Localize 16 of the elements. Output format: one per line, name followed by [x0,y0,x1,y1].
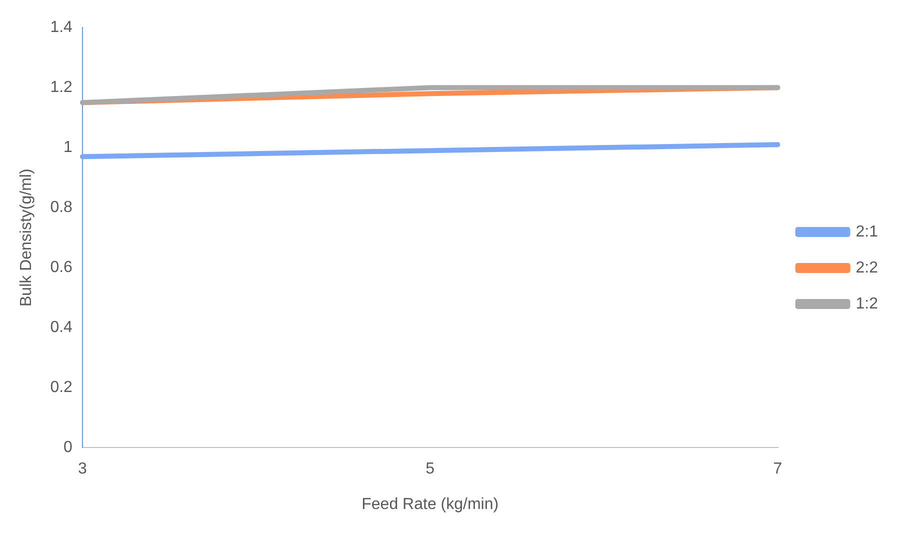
legend-label: 1:2 [856,295,878,312]
x-axis-title: Feed Rate (kg/min) [362,496,499,513]
x-tick-label: 7 [773,460,782,478]
y-tick-label: 0.2 [50,379,73,396]
y-axis-title: Bulk Densisty(g/ml) [18,168,36,307]
legend-label: 2:1 [856,223,878,240]
legend-label: 2:2 [856,259,878,276]
y-tick-label: 0.6 [50,259,73,276]
x-tick-label: 3 [78,460,87,478]
y-tick-label: 0 [64,439,73,456]
y-tick-label: 1.2 [50,79,73,96]
y-tick-label: 0.8 [50,199,73,216]
y-tick-label: 1.4 [50,19,73,36]
x-tick-label: 5 [426,460,435,478]
y-tick-label: 0.4 [50,319,73,336]
y-tick-label: 1 [64,139,73,156]
